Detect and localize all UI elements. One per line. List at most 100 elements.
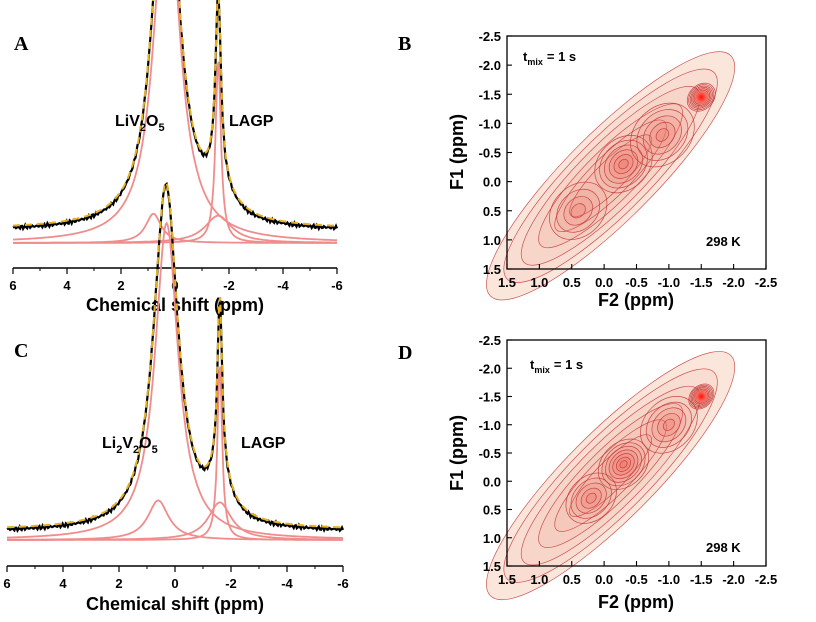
x-tick-label: 2 xyxy=(117,278,124,293)
x-tick-label: -0.5 xyxy=(625,572,647,587)
y-tick-label: 0.5 xyxy=(483,204,501,219)
y-tick-label: -2.5 xyxy=(479,333,501,348)
peak-label-livo: LiV2O5 xyxy=(115,113,165,134)
contour-map-d xyxy=(486,351,736,601)
x-tick-label: -6 xyxy=(331,278,343,293)
x-tick-label: -1.0 xyxy=(658,572,680,587)
panel-label-b: B xyxy=(398,33,411,55)
y-tick-label: 1.5 xyxy=(483,559,501,574)
peak-contour xyxy=(605,445,642,483)
y-tick-label: 0.0 xyxy=(483,175,501,190)
x-tick-label: 6 xyxy=(9,278,16,293)
peak-label-lagp-c: LAGP xyxy=(241,435,286,452)
x-tick-label: 0.5 xyxy=(563,572,581,587)
ridge-contour xyxy=(538,403,683,548)
x-tick-label: -4 xyxy=(281,576,293,591)
peak-contour xyxy=(640,396,698,454)
y-tick-label: 1.0 xyxy=(483,531,501,546)
peak-contour xyxy=(615,456,632,472)
peak-contour xyxy=(630,102,695,168)
peak-label-li2vo: Li2V2O5 xyxy=(102,435,158,456)
panel-d: D 1.5 1.0 0.5 0.0 -0.5 -1.0 -1.5 -2.0 -2.5 -2.5-… xyxy=(398,333,777,612)
peak-contour xyxy=(570,477,612,519)
y-ticks-b: -2.5 -2.0 -1.5 -1.0 -0.5 0.0 0.5 1.0 1.5 xyxy=(479,29,512,277)
panel-label-c: C xyxy=(14,340,28,362)
peak-contour xyxy=(565,472,617,524)
peak-contour xyxy=(619,460,628,469)
peak-contour xyxy=(549,181,608,240)
peak-contour xyxy=(612,453,635,476)
x-axis-title-d: F2 (ppm) xyxy=(598,592,674,612)
peak-contour xyxy=(575,482,607,514)
series-a-lagp-component xyxy=(13,61,337,244)
peak-contour xyxy=(570,203,586,219)
x-tick-label: -0.5 xyxy=(625,275,647,290)
y-tick-label: -1.0 xyxy=(479,418,501,433)
x-tick-label: 1.0 xyxy=(530,572,548,587)
x-tick-label: 1.0 xyxy=(530,275,548,290)
x-ticks-c: 6 4 2 0 -2 -4 -6 xyxy=(3,566,349,591)
peak-contour xyxy=(563,196,593,226)
peak-contour xyxy=(608,449,639,480)
y-ticks-d: -2.5 -2.0 -1.5 -1.0 -0.5 0.0 0.5 1.0 1.5 xyxy=(479,333,512,574)
y-tick-label: -1.5 xyxy=(479,390,501,405)
series-a-broad-component xyxy=(13,212,337,244)
x-ticks-d: 1.5 1.0 0.5 0.0 -0.5 -1.0 -1.5 -2.0 -2.5 xyxy=(498,561,777,587)
panel-a: A 6 4 2 0 -2 -4 -6 Chemical shift (ppm) LiV2O5… xyxy=(9,0,343,315)
x-tick-label: -6 xyxy=(337,576,349,591)
ridge-contour xyxy=(538,103,683,249)
temperature-d: 298 K xyxy=(706,540,741,555)
peak-contour xyxy=(618,158,629,170)
x-tick-label: 0.0 xyxy=(595,572,613,587)
x-axis-title-c: Chemical shift (ppm) xyxy=(86,594,264,614)
ridge-contour xyxy=(569,134,652,218)
x-tick-label: 1.5 xyxy=(498,275,516,290)
peak-contour xyxy=(651,407,687,443)
peak-contour xyxy=(662,418,675,431)
series-a-experimental xyxy=(12,0,339,232)
x-tick-label: -1.0 xyxy=(658,275,680,290)
y-tick-label: -2.5 xyxy=(479,29,501,44)
peak-contour xyxy=(649,121,676,149)
x-tick-label: -1.5 xyxy=(690,275,712,290)
x-tick-label: 0.5 xyxy=(563,275,581,290)
x-tick-label: -2.5 xyxy=(755,572,777,587)
x-tick-label: 2 xyxy=(115,576,122,591)
peak-contour xyxy=(580,487,602,509)
y-axis-title-b: F1 (ppm) xyxy=(447,114,467,190)
y-tick-label: -1.5 xyxy=(479,87,501,102)
series-a-liv2o5-component xyxy=(12,0,337,242)
x-ticks-b: 1.5 1.0 0.5 0.0 -0.5 -1.0 -1.5 -2.0 -2.5 xyxy=(498,264,777,290)
panel-label-d: D xyxy=(398,342,412,364)
x-tick-label: 6 xyxy=(3,576,10,591)
temperature-b: 298 K xyxy=(706,234,741,249)
series-a-background xyxy=(13,214,337,244)
ridge-contour xyxy=(554,419,667,532)
main-peak-core xyxy=(693,89,710,105)
y-tick-label: -1.0 xyxy=(479,116,501,131)
series-c-fit xyxy=(7,181,344,529)
x-tick-label: -2 xyxy=(223,278,235,293)
spectrum-curves-c xyxy=(6,181,345,541)
y-tick-label: 0.0 xyxy=(483,474,501,489)
series-c-broad-component xyxy=(7,499,343,541)
peak-contour xyxy=(636,109,689,161)
y-tick-label: -2.0 xyxy=(479,58,501,73)
spectrum-curves-a xyxy=(12,0,339,244)
peak-contour xyxy=(594,135,653,194)
ridge-contour xyxy=(503,368,718,583)
series-c-li2v2o5-component xyxy=(6,221,343,539)
x-tick-label: 0.0 xyxy=(595,275,613,290)
peak-contour xyxy=(657,413,681,437)
panel-b: B 1.5 1.0 0.5 0.0 -0.5 -1.0 -1.5 -2.0 -2.5 -2.5 -… xyxy=(398,29,777,310)
y-tick-label: 1.5 xyxy=(483,262,501,277)
x-axis-title-b: F2 (ppm) xyxy=(598,290,674,310)
series-c-lagp-component xyxy=(7,366,343,541)
peak-contour xyxy=(655,128,670,142)
x-tick-label: -2.5 xyxy=(755,275,777,290)
x-tick-label: -1.5 xyxy=(690,572,712,587)
panel-c: C 6 4 2 0 -2 -4 -6 Chemical shift (ppm) Li2V2O… xyxy=(3,181,349,614)
y-tick-label: -0.5 xyxy=(479,146,501,161)
x-tick-label: -4 xyxy=(277,278,289,293)
